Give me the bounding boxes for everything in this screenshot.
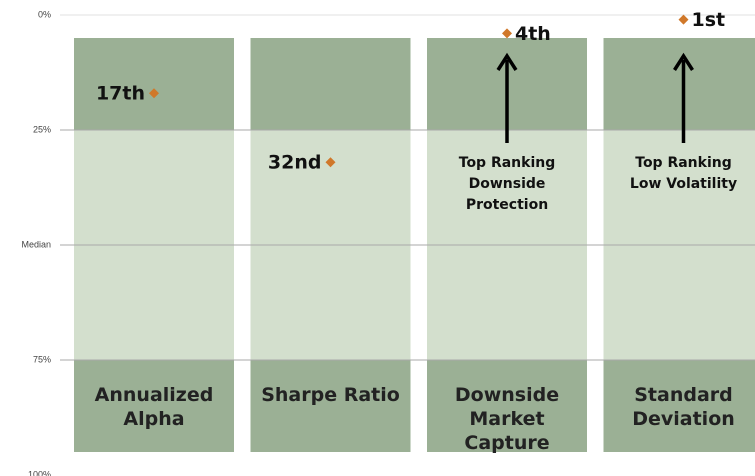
y-tick-label: 0% [38, 9, 51, 19]
category-label: Standard Deviation [632, 384, 735, 430]
value-label: 4th [515, 23, 551, 45]
y-tick-label: 25% [33, 124, 51, 134]
band [427, 360, 587, 452]
band [250, 38, 411, 130]
category-label: Annualized Alpha [94, 384, 214, 430]
band [74, 38, 234, 130]
y-tick-label: Median [21, 239, 51, 249]
marker [678, 14, 689, 25]
y-tick-label: 75% [33, 354, 51, 364]
marker [325, 157, 336, 168]
y-tick-label: 100% [28, 469, 51, 476]
arrow-head [673, 52, 694, 71]
value-label: 17th [96, 83, 145, 105]
arrow-head [496, 52, 518, 71]
category-label: Downside Market Capture [454, 384, 560, 454]
value-label: 1st [692, 9, 726, 31]
band [250, 360, 411, 452]
band [603, 38, 755, 130]
band [603, 360, 755, 452]
category-label: Sharpe Ratio [261, 384, 400, 406]
marker [502, 28, 512, 39]
annotation: Top Ranking Downside Protection [458, 155, 556, 213]
band [74, 360, 234, 452]
annotation: Top Ranking Low Volatility [629, 155, 738, 192]
marker [149, 88, 159, 99]
value-label: 32nd [268, 152, 322, 174]
